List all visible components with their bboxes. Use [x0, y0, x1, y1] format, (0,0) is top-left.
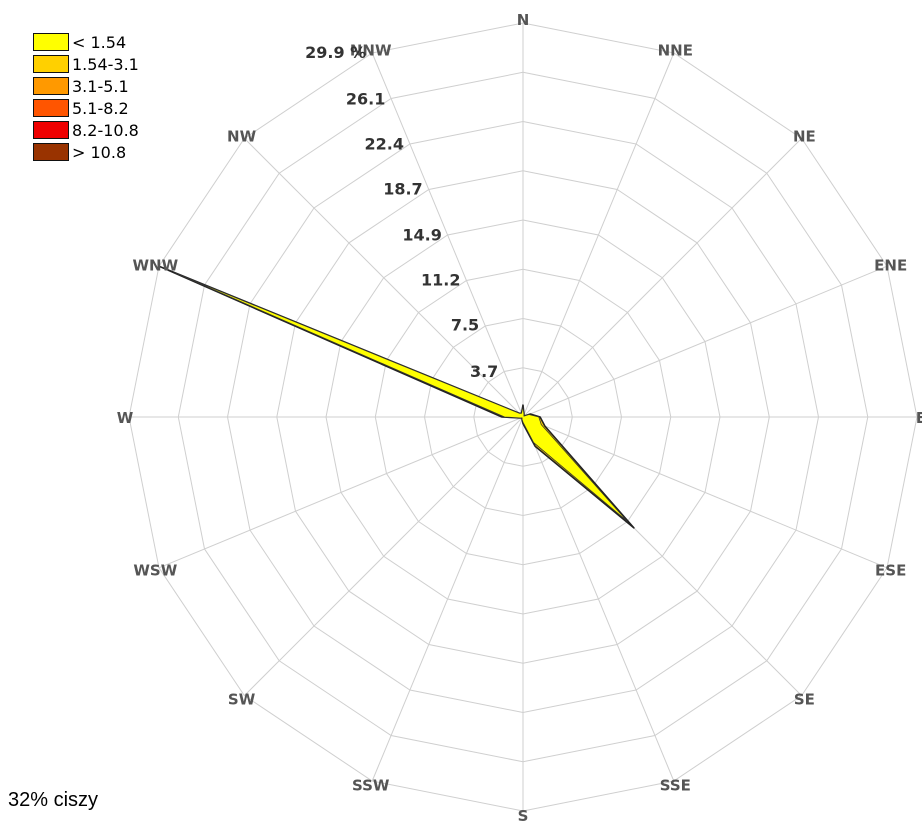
petal-inner — [174, 272, 628, 522]
legend-item-3: 5.1-8.2 — [33, 97, 139, 119]
radial-tick-label-2: 11.2 — [421, 271, 460, 290]
direction-label-nw: NW — [227, 128, 257, 146]
polar-grid — [128, 22, 918, 812]
legend-label-4: 8.2-10.8 — [72, 120, 139, 140]
legend-item-1: 1.54-3.1 — [33, 53, 139, 75]
direction-label-w: W — [117, 409, 134, 427]
legend-item-0: < 1.54 — [33, 31, 139, 53]
legend-item-4: 8.2-10.8 — [33, 119, 139, 141]
legend-label-5: > 10.8 — [72, 142, 127, 162]
calm-percentage-label: 32% ciszy — [8, 789, 99, 811]
direction-label-ese: ESE — [875, 561, 906, 579]
legend-item-5: > 10.8 — [33, 141, 139, 163]
legend-label-0: < 1.54 — [72, 32, 127, 52]
direction-label-wnw: WNW — [132, 257, 178, 275]
grid-spoke-ese — [522, 416, 888, 569]
radial-tick-label-5: 22.4 — [365, 134, 404, 153]
grid-spoke-nnw — [371, 52, 524, 418]
legend-swatch-3 — [33, 99, 69, 117]
legend-label-2: 3.1-5.1 — [72, 76, 129, 96]
direction-label-sse: SSE — [660, 777, 691, 795]
direction-label-ssw: SSW — [352, 777, 390, 795]
radial-tick-label-7: 29.9 % — [305, 43, 366, 62]
radial-tick-label-3: 14.9 — [402, 226, 441, 245]
direction-label-ne: NE — [793, 128, 816, 146]
grid-spoke-wsw — [158, 416, 524, 569]
direction-label-n: N — [517, 11, 530, 29]
grid-spoke-ssw — [371, 416, 524, 782]
grid-spoke-nne — [522, 52, 675, 418]
direction-label-wsw: WSW — [133, 561, 177, 579]
radial-tick-labels: 3.7 7.5 11.2 14.9 18.7 22.4 26.1 29.9 % — [305, 43, 498, 381]
grid-spoke-ne — [522, 138, 802, 418]
grid-spoke-ene — [522, 265, 888, 418]
grid-spoke-sw — [244, 416, 524, 696]
legend-label-3: 5.1-8.2 — [72, 98, 129, 118]
direction-label-e: E — [916, 409, 922, 427]
direction-label-se: SE — [794, 690, 815, 708]
direction-labels: N NNE NE ENE E ESE SE SSE S SSW SW WSW W WNW NW NNW — [117, 11, 922, 821]
direction-label-sw: SW — [228, 690, 256, 708]
legend-swatch-0 — [33, 33, 69, 51]
radial-tick-label-0: 3.7 — [470, 362, 498, 381]
legend-item-2: 3.1-5.1 — [33, 75, 139, 97]
grid-spoke-nw — [244, 138, 524, 418]
direction-label-s: S — [518, 807, 529, 821]
direction-label-nnw: NNW — [350, 41, 392, 59]
legend-swatch-5 — [33, 143, 69, 161]
radial-tick-label-6: 26.1 — [346, 89, 385, 108]
direction-label-nne: NNE — [658, 41, 693, 59]
grid-spoke-sse — [522, 416, 675, 782]
legend-swatch-1 — [33, 55, 69, 73]
direction-label-ene: ENE — [874, 257, 907, 275]
radial-tick-label-1: 7.5 — [451, 316, 479, 335]
legend: < 1.54 1.54-3.1 3.1-5.1 5.1-8.2 8.2-10.8… — [33, 31, 139, 163]
wind-rose-petals — [158, 265, 635, 529]
legend-swatch-2 — [33, 77, 69, 95]
legend-swatch-4 — [33, 121, 69, 139]
radial-tick-label-4: 18.7 — [383, 179, 422, 198]
legend-label-1: 1.54-3.1 — [72, 54, 139, 74]
